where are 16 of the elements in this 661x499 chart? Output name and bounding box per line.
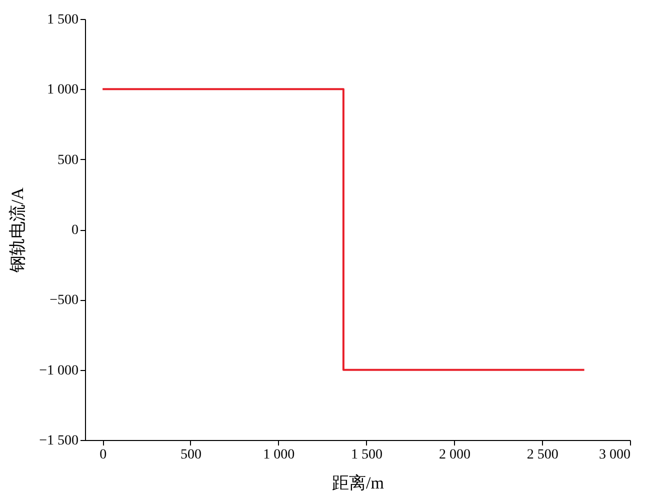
- x-tick-label: 500: [180, 448, 202, 462]
- y-tick-label: −500: [50, 293, 78, 308]
- x-tick-label: 3 000: [599, 448, 630, 462]
- x-tick-label: 1 000: [263, 448, 295, 462]
- y-tick-label: 500: [58, 152, 78, 168]
- y-tick-label: 1 500: [47, 12, 78, 28]
- x-tick-label: 2 000: [438, 448, 470, 462]
- y-tick-label: −1 500: [39, 434, 78, 448]
- x-axis-title: 距离/m: [332, 474, 384, 492]
- y-tick-label: 1 000: [47, 82, 78, 98]
- x-tick-label: 2 500: [526, 448, 558, 462]
- x-tick-label: 1 500: [351, 448, 383, 462]
- x-tick-label: 0: [100, 448, 107, 462]
- y-axis-title: 钢轨电流/A: [8, 186, 28, 274]
- y-tick-label: −1 000: [39, 363, 78, 378]
- y-tick-label: 0: [72, 223, 78, 238]
